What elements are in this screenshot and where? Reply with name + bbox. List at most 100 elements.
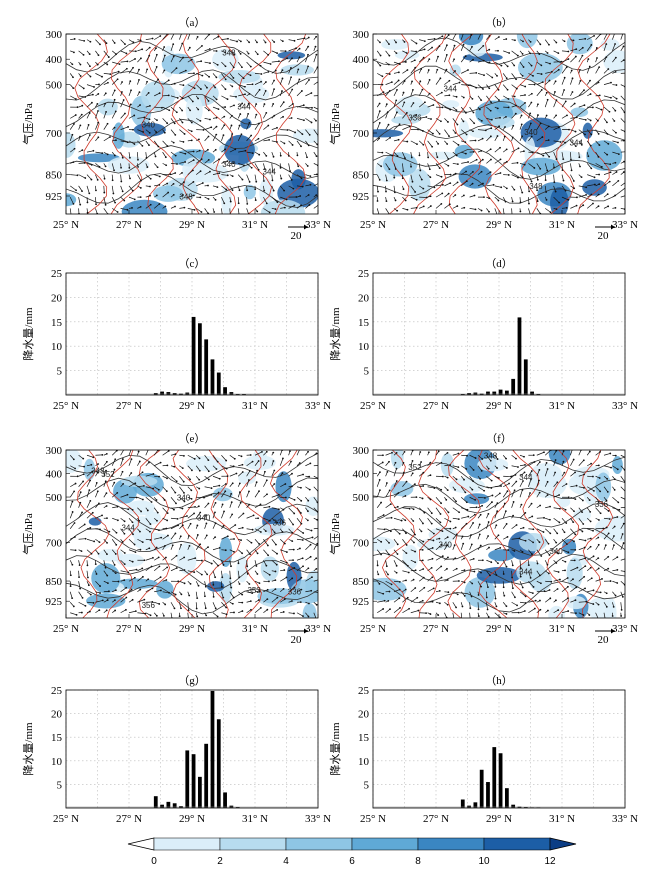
wind-arrow-head [180,593,183,596]
wind-arrow-head [131,508,134,511]
wind-arrow-head [192,194,195,197]
wind-arrow-head [132,41,135,44]
wind-arrow-head [166,477,168,480]
contour-label: 340 [222,160,236,169]
wind-arrow-head [114,572,117,575]
wind-arrow-head [149,185,151,188]
wind-arrow-head [88,112,91,114]
wind-arrow-head [592,589,595,592]
wind-arrow-head [198,478,201,481]
wind-arrow-head [266,544,269,547]
wind-arrow-head [97,121,100,124]
wind-arrow-head [106,553,108,556]
wind-arrow-head [280,177,283,180]
wind-arrow-head [441,192,444,195]
wind-arrow-head [82,480,85,483]
wind-arrow-head [306,519,309,522]
wind-arrow [444,129,450,137]
wind-arrow-head [125,67,128,70]
wind-arrow-head [381,75,384,78]
wind-arrow-head [133,198,136,201]
wind-arrow-head [433,186,436,189]
wind-arrow-head [530,92,533,95]
wind-arrow [170,475,177,482]
x-tick-label: 31° N [549,623,575,635]
wind-arrow-head [617,153,620,156]
wind-arrow [271,60,280,63]
wind-arrow-head [123,563,126,566]
wind-arrow [170,129,176,136]
wind-arrow-head [539,43,542,46]
wind-arrow [111,90,116,97]
wind-arrow-head [308,204,311,206]
wind-arrow [246,197,248,204]
wind-arrow-head [383,528,386,531]
wind-arrow-head [567,198,570,201]
wind-arrow-head [462,120,465,123]
wind-arrow-head [399,607,401,609]
wind-arrow [536,469,540,477]
wind-arrow-head [564,569,566,572]
wind-arrow [393,589,400,593]
precip-bar [486,391,490,395]
wind-arrow-head [300,576,303,579]
wind-arrow [461,516,469,519]
wind-arrow [536,492,540,498]
wind-arrow-head [545,191,547,193]
wind-arrow-head [309,183,312,186]
wind-arrow-head [480,99,483,102]
wind-arrow-head [417,609,420,612]
wind-arrow-head [445,68,448,71]
wind-arrow-head [238,482,241,485]
wind-arrow-head [79,75,82,77]
wind-arrow [229,133,233,141]
wind-arrow [452,45,455,51]
wind-arrow-head [106,582,109,585]
contour-label: 344 [121,524,135,533]
wind-arrow [204,523,207,529]
wind-arrow-head [88,53,91,56]
wind-arrow-head [503,594,506,597]
wind-arrow-head [142,484,145,487]
wind-arrow-head [492,183,495,186]
wind-arrow [154,462,161,467]
wind-arrow-head [83,162,86,164]
wind-arrow-head [513,64,516,67]
wind-arrow [494,126,500,130]
wind-arrow-head [406,596,409,599]
wind-arrow [254,163,260,171]
wind-arrow [385,81,392,85]
wind-arrow-head [178,615,181,618]
wind-arrow [162,567,168,572]
wind-arrow [595,507,601,514]
wind-arrow-head [190,497,193,500]
wind-arrow [460,543,464,550]
wind-arrow-head [567,597,569,600]
wind-arrow-head [379,41,381,44]
wind-arrow [477,84,484,90]
wind-arrow-head [233,538,235,540]
wind-arrow-head [576,566,579,569]
shaded-region [458,34,484,46]
wind-arrow-head [156,166,159,169]
black-contour [373,478,625,514]
wind-arrow-head [214,511,216,514]
wind-arrow-head [540,64,543,67]
shaded-region [292,128,318,143]
wind-arrow [221,174,228,176]
x-tick-label: 31° N [549,813,575,825]
wind-arrow-head [378,110,381,113]
wind-arrow [486,73,493,78]
wind-arrow [78,473,84,477]
wind-arrow-head [474,499,477,501]
wind-arrow-head [82,473,85,476]
wind-arrow-head [256,469,259,472]
wind-arrow-head [264,89,267,92]
wind-arrow-head [549,62,551,65]
wind-arrow [103,481,107,487]
wind-arrow [112,71,119,74]
wind-arrow-head [183,491,185,494]
wind-arrow-head [88,134,91,136]
wind-arrow-head [380,553,382,556]
wind-arrow [229,61,235,68]
